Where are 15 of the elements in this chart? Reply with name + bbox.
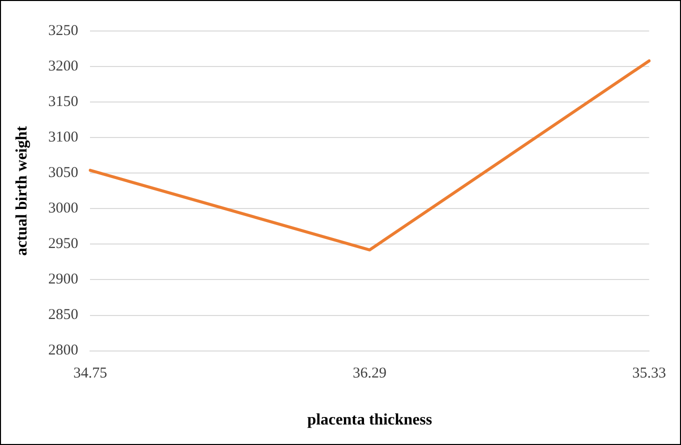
y-tick-label: 3000 [48, 200, 78, 217]
x-axis-title: placenta thickness [307, 412, 432, 429]
y-tick-label: 3250 [48, 22, 78, 39]
y-tick-label: 2900 [48, 272, 78, 288]
y-tick-label: 2950 [48, 236, 78, 252]
y-tick-label: 2850 [48, 307, 78, 324]
y-axis-title: actual birth weight [14, 125, 31, 256]
x-tick-label: 36.29 [352, 366, 387, 382]
y-tick-label: 3200 [48, 58, 78, 74]
y-tick-label: 3050 [48, 165, 78, 182]
x-tick-label: 35.33 [632, 366, 666, 382]
y-tick-label: 3150 [48, 94, 78, 110]
y-tick-label: 3100 [48, 130, 78, 146]
y-tick-label: 2800 [48, 342, 78, 359]
x-tick-label: 34.75 [73, 366, 108, 382]
